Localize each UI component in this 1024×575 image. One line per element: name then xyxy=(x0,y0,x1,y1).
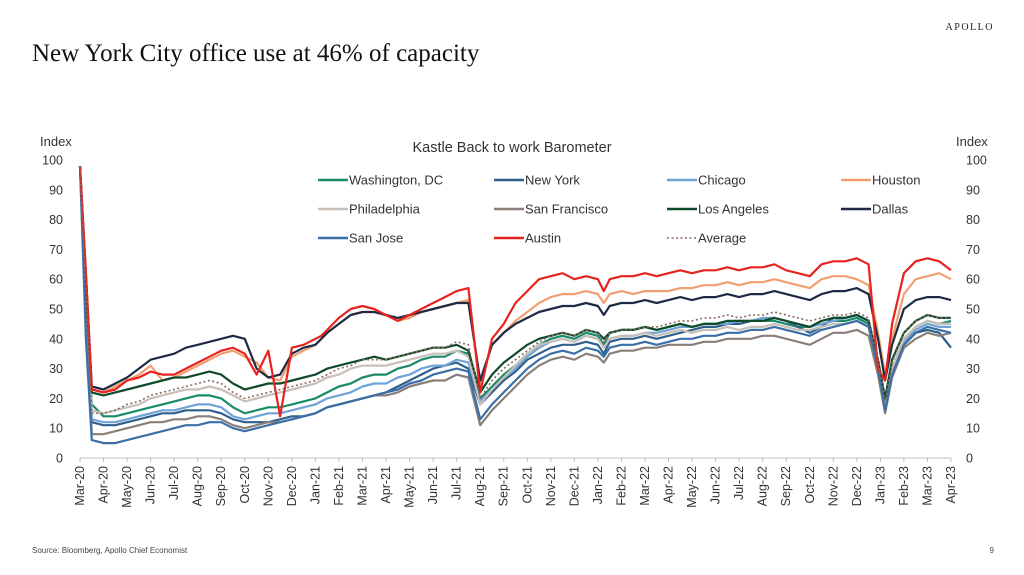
y-tick-label-right: 20 xyxy=(966,392,980,406)
y-tick-label-right: 30 xyxy=(966,362,980,376)
y-axis-title-left: Index xyxy=(40,134,72,149)
x-tick-label: May-21 xyxy=(403,466,417,508)
legend-label: Chicago xyxy=(698,173,746,188)
legend-label: Average xyxy=(698,231,746,246)
y-tick-label-left: 0 xyxy=(56,452,63,466)
x-tick-label: Feb-21 xyxy=(332,466,346,506)
x-tick-label: Dec-22 xyxy=(850,466,864,506)
x-tick-label: Mar-21 xyxy=(355,466,369,506)
page-number: 9 xyxy=(989,546,994,555)
x-tick-label: Mar-20 xyxy=(73,466,87,506)
page-title: New York City office use at 46% of capac… xyxy=(32,40,480,67)
x-tick-label: Mar-23 xyxy=(920,466,934,506)
x-tick-label: Apr-20 xyxy=(97,466,111,504)
x-tick-label: Nov-20 xyxy=(261,466,275,506)
y-tick-label-right: 50 xyxy=(966,303,980,317)
y-tick-label-right: 0 xyxy=(966,452,973,466)
legend-label: Philadelphia xyxy=(349,202,421,217)
x-tick-label: Sep-21 xyxy=(497,466,511,506)
legend-label: Los Angeles xyxy=(698,202,769,217)
legend-label: Washington, DC xyxy=(349,173,443,188)
series-line-average xyxy=(79,165,951,415)
x-tick-label: Jun-22 xyxy=(709,466,723,504)
y-tick-label-right: 60 xyxy=(966,273,980,287)
x-tick-label: May-22 xyxy=(685,466,699,508)
x-tick-label: Aug-20 xyxy=(191,466,205,506)
legend-label: San Jose xyxy=(349,231,403,246)
x-tick-label: May-20 xyxy=(120,466,134,508)
x-tick-label: Jul-20 xyxy=(167,466,181,500)
series-line-philadelphia xyxy=(78,165,951,415)
x-tick-label: Oct-22 xyxy=(803,466,817,504)
y-tick-label-right: 90 xyxy=(966,183,980,197)
series-line-san-jose xyxy=(78,165,952,445)
legend-label: Houston xyxy=(872,173,920,188)
x-tick-label: Oct-21 xyxy=(520,466,534,504)
y-tick-label-left: 80 xyxy=(49,213,63,227)
y-tick-label-left: 50 xyxy=(49,303,63,317)
series-line-los-angeles xyxy=(78,165,951,400)
chart-legend: Washington, DC New York Chicago Houston Phil… xyxy=(318,173,920,246)
x-tick-label: Apr-23 xyxy=(944,466,958,504)
x-tick-label: Jun-20 xyxy=(144,466,158,504)
chart-axes: 0 0 10 10 20 20 30 30 40 40 50 50 60 60 70 70 80 80 90 90 10… xyxy=(42,154,987,508)
x-tick-label: Jul-22 xyxy=(732,466,746,500)
x-tick-label: Nov-22 xyxy=(826,466,840,506)
series-line-new-york xyxy=(78,165,952,427)
y-tick-label-left: 100 xyxy=(42,154,63,168)
y-tick-label-right: 70 xyxy=(966,243,980,257)
x-tick-label: Jun-21 xyxy=(426,466,440,504)
x-tick-label: Apr-22 xyxy=(662,466,676,504)
y-tick-label-left: 70 xyxy=(49,243,63,257)
y-axis-title-right: Index xyxy=(956,134,988,149)
x-tick-label: Nov-21 xyxy=(544,466,558,506)
y-tick-label-right: 100 xyxy=(966,154,987,168)
y-tick-label-right: 80 xyxy=(966,213,980,227)
x-tick-label: Dec-20 xyxy=(285,466,299,506)
x-tick-label: Jul-21 xyxy=(450,466,464,500)
y-tick-label-left: 90 xyxy=(49,183,63,197)
series-line-dallas xyxy=(78,165,952,391)
legend-label: San Francisco xyxy=(525,202,608,217)
series-line-austin xyxy=(78,165,952,418)
x-tick-label: Sep-22 xyxy=(779,466,793,506)
x-tick-label: Apr-21 xyxy=(379,466,393,504)
legend-label: New York xyxy=(525,173,580,188)
y-tick-label-left: 10 xyxy=(49,422,63,436)
x-tick-label: Oct-20 xyxy=(238,466,252,504)
y-tick-label-left: 30 xyxy=(49,362,63,376)
series-line-washington-dc xyxy=(78,165,952,418)
series-line-houston xyxy=(78,165,952,394)
brand-logo-text: APOLLO xyxy=(945,22,994,33)
x-tick-label: Aug-22 xyxy=(756,466,770,506)
y-tick-label-left: 60 xyxy=(49,273,63,287)
y-tick-label-right: 10 xyxy=(966,422,980,436)
x-tick-label: Jan-21 xyxy=(308,466,322,504)
y-tick-label-left: 20 xyxy=(49,392,63,406)
chart-lines xyxy=(78,165,952,445)
chart-title: Kastle Back to work Barometer xyxy=(412,140,611,156)
x-tick-label: Jan-23 xyxy=(873,466,887,504)
legend-label: Dallas xyxy=(872,202,909,217)
x-tick-label: Aug-21 xyxy=(473,466,487,506)
x-tick-label: Feb-23 xyxy=(897,466,911,506)
series-line-san-francisco xyxy=(78,165,952,436)
y-tick-label-left: 40 xyxy=(49,332,63,346)
x-tick-label: Sep-20 xyxy=(214,466,228,506)
y-tick-label-right: 40 xyxy=(966,332,980,346)
legend-label: Austin xyxy=(525,231,561,246)
x-tick-label: Dec-21 xyxy=(567,466,581,506)
x-tick-label: Jan-22 xyxy=(591,466,605,504)
source-note: Source: Bloomberg, Apollo Chief Economis… xyxy=(32,546,188,555)
x-tick-label: Mar-22 xyxy=(638,466,652,506)
x-tick-label: Feb-22 xyxy=(614,466,628,506)
